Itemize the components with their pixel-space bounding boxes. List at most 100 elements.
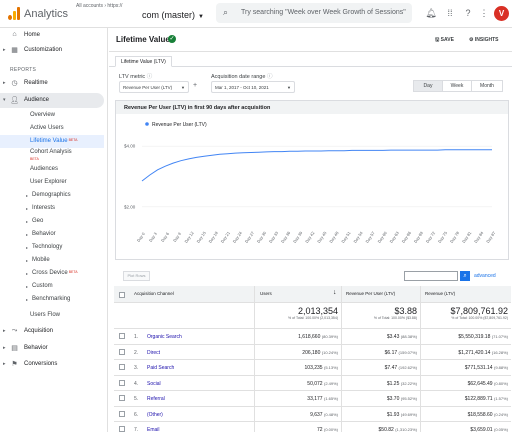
sidebar-item-realtime[interactable]: ▸ ◷ Realtime [0, 76, 104, 91]
col-header-users[interactable]: Users [260, 291, 272, 296]
table-row[interactable]: 2. Direct 206,180 (10.24%) $6.17 (159.07%) $… [114, 344, 511, 360]
sidebar-item-users-flow[interactable]: Users Flow [0, 309, 104, 322]
channel-link[interactable]: Referral [147, 396, 165, 402]
tab-lifetime-value[interactable]: Lifetime Value (LTV) [115, 56, 172, 67]
sidebar-item-benchmarking[interactable]: ▸ Benchmarking [0, 293, 104, 306]
channel-link[interactable]: (Other) [147, 411, 163, 418]
save-label: SAVE [440, 37, 454, 43]
sidebar-item-label: Realtime [24, 80, 48, 86]
chevron-right-icon: ▸ [26, 206, 29, 211]
users-pct: (2.49%) [323, 380, 338, 386]
sidebar-item-cross-device[interactable]: ▸ Cross DeviceBETA [0, 267, 104, 280]
ltv-metric-value: Revenue Per User (LTV) [123, 85, 173, 90]
x-tick-label: Day 42 [304, 230, 316, 244]
revenue-cell: $3,659.01 (0.05%) [422, 422, 508, 432]
chevron-right-icon: ▸ [26, 232, 29, 237]
help-icon[interactable]: ⓘ [146, 74, 153, 80]
add-metric-icon[interactable]: + [193, 82, 198, 89]
col-header-revenue-per-user[interactable]: Revenue Per User (LTV) [346, 291, 396, 296]
apps-grid-icon[interactable]: ⁞⁞ [447, 8, 453, 18]
row-checkbox[interactable] [119, 348, 125, 355]
notifications-bell-icon[interactable]: 🔔︎ [425, 8, 437, 18]
x-tick-label: Day 33 [268, 230, 280, 244]
date-range-select[interactable]: Mar 1, 2017 - Oct 10, 2021 ▼ [211, 81, 295, 93]
search-bar[interactable]: ⌕ Try searching "Week over Week Growth o… [216, 3, 412, 23]
col-header-revenue[interactable]: Revenue (LTV) [425, 291, 456, 296]
row-checkbox[interactable] [119, 364, 125, 370]
insights-button[interactable]: ⚙︎ INSIGHTS [469, 37, 499, 43]
x-tick-label: Day 3 [148, 231, 159, 243]
sidebar-item-lifetime-value[interactable]: Lifetime ValueBETA [0, 135, 104, 148]
column-divider [254, 375, 255, 390]
ltv-metric-select[interactable]: Revenue Per User (LTV) ▼ [119, 81, 189, 93]
row-checkbox[interactable] [119, 410, 125, 417]
channel-link[interactable]: Paid Search [147, 365, 175, 371]
app-name[interactable]: Analytics [24, 8, 69, 20]
sidebar-item-overview[interactable]: Overview [0, 109, 104, 122]
sidebar-item-conversions[interactable]: ▸ ⚑ Conversions [0, 357, 104, 372]
beta-badge: BETA [68, 138, 78, 142]
avatar[interactable]: V [494, 6, 509, 21]
row-checkbox[interactable] [119, 379, 125, 386]
sidebar-item-custom[interactable]: ▸ Custom [0, 280, 104, 293]
column-divider [341, 391, 342, 406]
help-icon[interactable]: ⓘ [266, 74, 273, 80]
table-row[interactable]: 7. Email 72 (0.00%) $50.82 (1,310.23%) $3,65… [114, 422, 511, 432]
table-row[interactable]: 6. (Other) 9,637 (0.48%) $1.93 (49.69%) $18,… [114, 406, 511, 422]
sidebar-item-acquisition[interactable]: ▸ ⤳ Acquisition [0, 324, 104, 339]
sidebar-item-customization[interactable]: ▸ ▦ Customization [0, 43, 104, 58]
granularity-month-button[interactable]: Month [471, 80, 503, 92]
select-all-checkbox[interactable] [119, 292, 125, 298]
x-tick-label: Day 69 [413, 230, 425, 244]
more-vert-icon[interactable]: ⋮ [479, 8, 489, 18]
row-checkbox[interactable] [119, 426, 125, 432]
x-tick-label: Day 6 [160, 231, 171, 243]
sidebar-item-demographics[interactable]: ▸ Demographics [0, 189, 104, 202]
channel-link[interactable]: Direct [147, 349, 161, 356]
chevron-right-icon: ▸ [3, 47, 6, 53]
sidebar-item-audience[interactable]: ▾ 👤︎ Audience [0, 93, 104, 108]
account-selector[interactable]: com (master) ▼ [142, 10, 204, 20]
granularity-week-button[interactable]: Week [442, 80, 472, 92]
revenue-pct: (0.05%) [493, 427, 508, 432]
channel-link[interactable]: Email [147, 427, 160, 432]
table-filter-input[interactable] [404, 271, 458, 281]
sidebar-item-user-explorer[interactable]: User Explorer [0, 176, 104, 189]
sidebar-item-technology[interactable]: ▸ Technology [0, 241, 104, 254]
sidebar-item-audiences[interactable]: Audiences [0, 163, 104, 176]
table-row[interactable]: 3. Paid Search 103,235 (5.13%) $7.47 (192.6… [114, 360, 511, 376]
row-checkbox[interactable] [119, 395, 125, 401]
save-button[interactable]: 🖫︎ SAVE [435, 37, 454, 45]
table-row[interactable]: 1. Organic Search 1,618,660 (80.39%) $3.43 … [114, 329, 511, 345]
sidebar-item-mobile[interactable]: ▸ Mobile [0, 254, 104, 267]
help-icon[interactable]: ? [465, 8, 471, 18]
sidebar-item-interests[interactable]: ▸ Interests [0, 202, 104, 215]
rpu-total-sub: % of Total: 100.00% ($3.88) [373, 316, 417, 320]
sidebar-item-geo[interactable]: ▸ Geo [0, 215, 104, 228]
column-divider [420, 329, 421, 344]
granularity-day-button[interactable]: Day [413, 80, 443, 92]
sidebar-item-cohort-analysis[interactable]: Cohort Analysis BETA [0, 148, 104, 163]
analytics-logo-icon[interactable] [8, 7, 20, 20]
chevron-down-icon: ▾ [3, 97, 6, 103]
search-icon[interactable]: ⌕ [460, 271, 470, 281]
channel-link[interactable]: Organic Search [147, 334, 182, 340]
sidebar-item-behavior[interactable]: ▸ ▤ Behavior [0, 341, 104, 356]
advanced-filter-link[interactable]: advanced [474, 273, 496, 279]
sidebar-item-active-users[interactable]: Active Users [0, 122, 104, 135]
breadcrumb[interactable]: All accounts › https:// [76, 3, 123, 9]
sidebar-item-behavior-sub[interactable]: ▸ Behavior [0, 228, 104, 241]
table-row[interactable]: 5. Referral 33,177 (1.65%) $3.70 (95.52%) $1… [114, 391, 511, 407]
revenue-total-sub: % of Total: 100.00% ($7,809,761.92) [451, 316, 508, 320]
row-checkbox[interactable] [119, 333, 125, 339]
table-row[interactable]: 4. Social 50,072 (2.49%) $1.25 (32.22%) $62,… [114, 375, 511, 391]
plot-rows-button[interactable]: Plot Rows [123, 271, 150, 281]
chevron-right-icon: ▸ [3, 361, 6, 367]
sidebar-item-home[interactable]: ⌂ Home [0, 28, 104, 43]
channel-link[interactable]: Social [147, 380, 161, 387]
col-header-acquisition-channel[interactable]: Acquisition Channel [134, 291, 174, 296]
x-tick-label: Day 54 [352, 230, 364, 244]
row-number: 1. [134, 334, 139, 340]
search-placeholder: Try searching "Week over Week Growth of … [241, 9, 406, 16]
sort-desc-icon[interactable]: ↓ [333, 289, 337, 296]
